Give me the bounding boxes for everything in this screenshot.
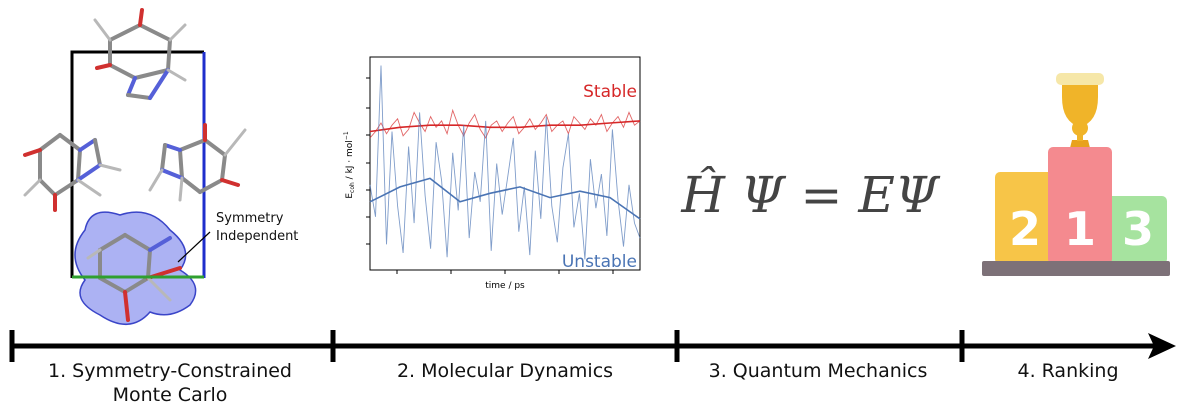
y-label-sub: coh bbox=[349, 182, 356, 193]
smoothed-line bbox=[369, 177, 641, 220]
step-label: 4. Ranking bbox=[1017, 360, 1118, 382]
podium-place: 2 bbox=[1009, 202, 1041, 256]
series-label: Unstable bbox=[562, 252, 637, 272]
molecules bbox=[23, 8, 247, 212]
y-label-rest: / kJ · mol bbox=[345, 140, 355, 182]
symmetry-independent-molecule bbox=[72, 211, 211, 325]
step-label: 1. Symmetry-Constrained bbox=[48, 360, 292, 382]
podium-place: 1 bbox=[1064, 202, 1096, 256]
timeline bbox=[9, 330, 1176, 362]
y-axis-label: Ecoh / kJ · mol−1 bbox=[343, 131, 356, 198]
smoothed-line bbox=[369, 120, 641, 133]
y-label-sup: −1 bbox=[343, 131, 350, 140]
x-axis-label: time / ps bbox=[485, 281, 525, 291]
y-label: E bbox=[345, 193, 355, 199]
step-label: 2. Molecular Dynamics bbox=[397, 360, 613, 382]
annotation: Symmetry bbox=[216, 211, 284, 226]
series-label: Stable bbox=[583, 82, 637, 102]
equation: Ĥ Ψ = EΨ bbox=[680, 165, 941, 224]
step-label: Monte Carlo bbox=[113, 384, 228, 404]
podium-place: 3 bbox=[1122, 202, 1154, 256]
annotation: Independent bbox=[216, 229, 298, 244]
podium bbox=[982, 73, 1170, 276]
md-plot bbox=[366, 56, 641, 274]
raw-line bbox=[369, 65, 641, 260]
unit-cell bbox=[70, 50, 206, 278]
step-label: 3. Quantum Mechanics bbox=[709, 360, 928, 382]
